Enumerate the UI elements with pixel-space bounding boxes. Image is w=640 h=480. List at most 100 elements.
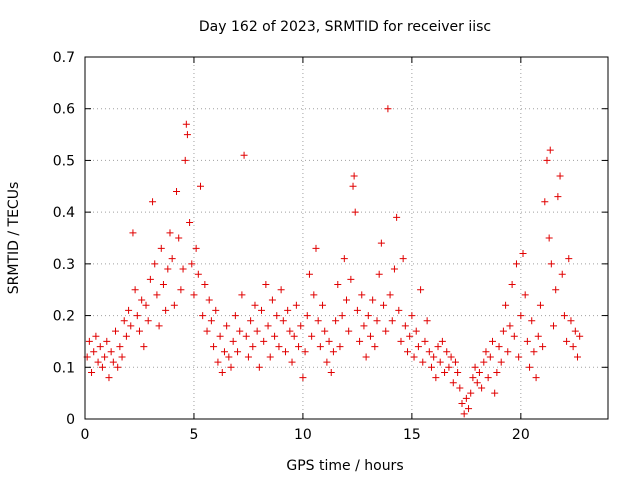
data-point bbox=[177, 286, 185, 294]
data-point bbox=[349, 182, 357, 190]
data-point bbox=[225, 353, 233, 361]
data-point bbox=[493, 368, 501, 376]
data-point bbox=[467, 389, 475, 397]
data-point bbox=[530, 348, 538, 356]
data-point bbox=[366, 332, 374, 340]
data-point bbox=[314, 317, 322, 325]
data-point bbox=[199, 312, 207, 320]
data-point bbox=[449, 379, 457, 387]
data-point bbox=[465, 405, 473, 413]
y-tick-label: 0 bbox=[66, 412, 75, 428]
data-point bbox=[545, 234, 553, 242]
data-point bbox=[369, 296, 377, 304]
data-point bbox=[242, 332, 250, 340]
data-point bbox=[244, 353, 252, 361]
data-point bbox=[458, 399, 466, 407]
data-point bbox=[186, 218, 194, 226]
data-point bbox=[85, 337, 93, 345]
axis-ticks: 0 0.1 0.2 0.3 0.4 0.5 0.6 0.7 0 5 10 15 20 bbox=[53, 50, 608, 443]
y-tick-label: 0.2 bbox=[53, 309, 75, 325]
x-tick-label: 20 bbox=[512, 427, 530, 443]
data-point bbox=[345, 327, 353, 335]
data-point bbox=[149, 198, 157, 206]
data-point bbox=[303, 312, 311, 320]
data-point bbox=[447, 353, 455, 361]
data-point bbox=[421, 337, 429, 345]
data-point bbox=[305, 270, 313, 278]
data-point bbox=[404, 348, 412, 356]
x-tick-label: 0 bbox=[81, 427, 90, 443]
data-point bbox=[255, 363, 263, 371]
data-point bbox=[336, 343, 344, 351]
data-point bbox=[340, 255, 348, 263]
data-point bbox=[358, 291, 366, 299]
data-point bbox=[438, 337, 446, 345]
data-point bbox=[166, 229, 174, 237]
data-point bbox=[127, 322, 135, 330]
data-point bbox=[94, 358, 102, 366]
data-point bbox=[297, 322, 305, 330]
data-point bbox=[338, 312, 346, 320]
data-point bbox=[563, 337, 571, 345]
data-point bbox=[471, 363, 479, 371]
data-point bbox=[351, 208, 359, 216]
data-point bbox=[576, 332, 584, 340]
data-point bbox=[517, 312, 525, 320]
data-point bbox=[489, 337, 497, 345]
data-point bbox=[118, 353, 126, 361]
data-point bbox=[281, 348, 289, 356]
data-point bbox=[454, 368, 462, 376]
data-point bbox=[456, 384, 464, 392]
data-point bbox=[181, 156, 189, 164]
data-point bbox=[120, 317, 128, 325]
data-point bbox=[423, 317, 431, 325]
data-point bbox=[360, 322, 368, 330]
data-point bbox=[273, 312, 281, 320]
data-point bbox=[275, 343, 283, 351]
data-point bbox=[220, 348, 228, 356]
data-point bbox=[377, 239, 385, 247]
data-point bbox=[271, 332, 279, 340]
data-point bbox=[146, 275, 154, 283]
data-point bbox=[157, 244, 165, 252]
data-point bbox=[290, 332, 298, 340]
y-tick-label: 0.4 bbox=[53, 205, 75, 221]
y-axis-label: SRMTID / TECUs bbox=[6, 182, 22, 295]
y-tick-label: 0.5 bbox=[53, 153, 75, 169]
data-point bbox=[101, 353, 109, 361]
data-point bbox=[288, 358, 296, 366]
y-tick-label: 0.6 bbox=[53, 102, 75, 118]
data-point bbox=[382, 327, 390, 335]
data-point bbox=[473, 379, 481, 387]
data-point bbox=[92, 332, 100, 340]
data-point bbox=[460, 410, 468, 418]
data-point bbox=[173, 187, 181, 195]
data-point bbox=[508, 281, 516, 289]
y-tick-label: 0.7 bbox=[53, 50, 75, 66]
data-point bbox=[327, 368, 335, 376]
data-point bbox=[412, 327, 420, 335]
data-point bbox=[182, 120, 190, 128]
data-point bbox=[523, 337, 531, 345]
data-point bbox=[560, 312, 568, 320]
data-point bbox=[436, 358, 444, 366]
data-point bbox=[286, 327, 294, 335]
data-point bbox=[347, 275, 355, 283]
data-point bbox=[364, 312, 372, 320]
data-point bbox=[332, 317, 340, 325]
data-point bbox=[356, 337, 364, 345]
data-point bbox=[231, 312, 239, 320]
data-point bbox=[153, 291, 161, 299]
data-point bbox=[443, 348, 451, 356]
data-point bbox=[521, 291, 529, 299]
data-point bbox=[408, 312, 416, 320]
data-point bbox=[491, 389, 499, 397]
data-point bbox=[308, 332, 316, 340]
data-point bbox=[112, 327, 120, 335]
data-point bbox=[155, 322, 163, 330]
data-point bbox=[567, 317, 575, 325]
data-point bbox=[216, 332, 224, 340]
data-points bbox=[83, 105, 584, 418]
data-point bbox=[480, 358, 488, 366]
data-point bbox=[179, 265, 187, 273]
